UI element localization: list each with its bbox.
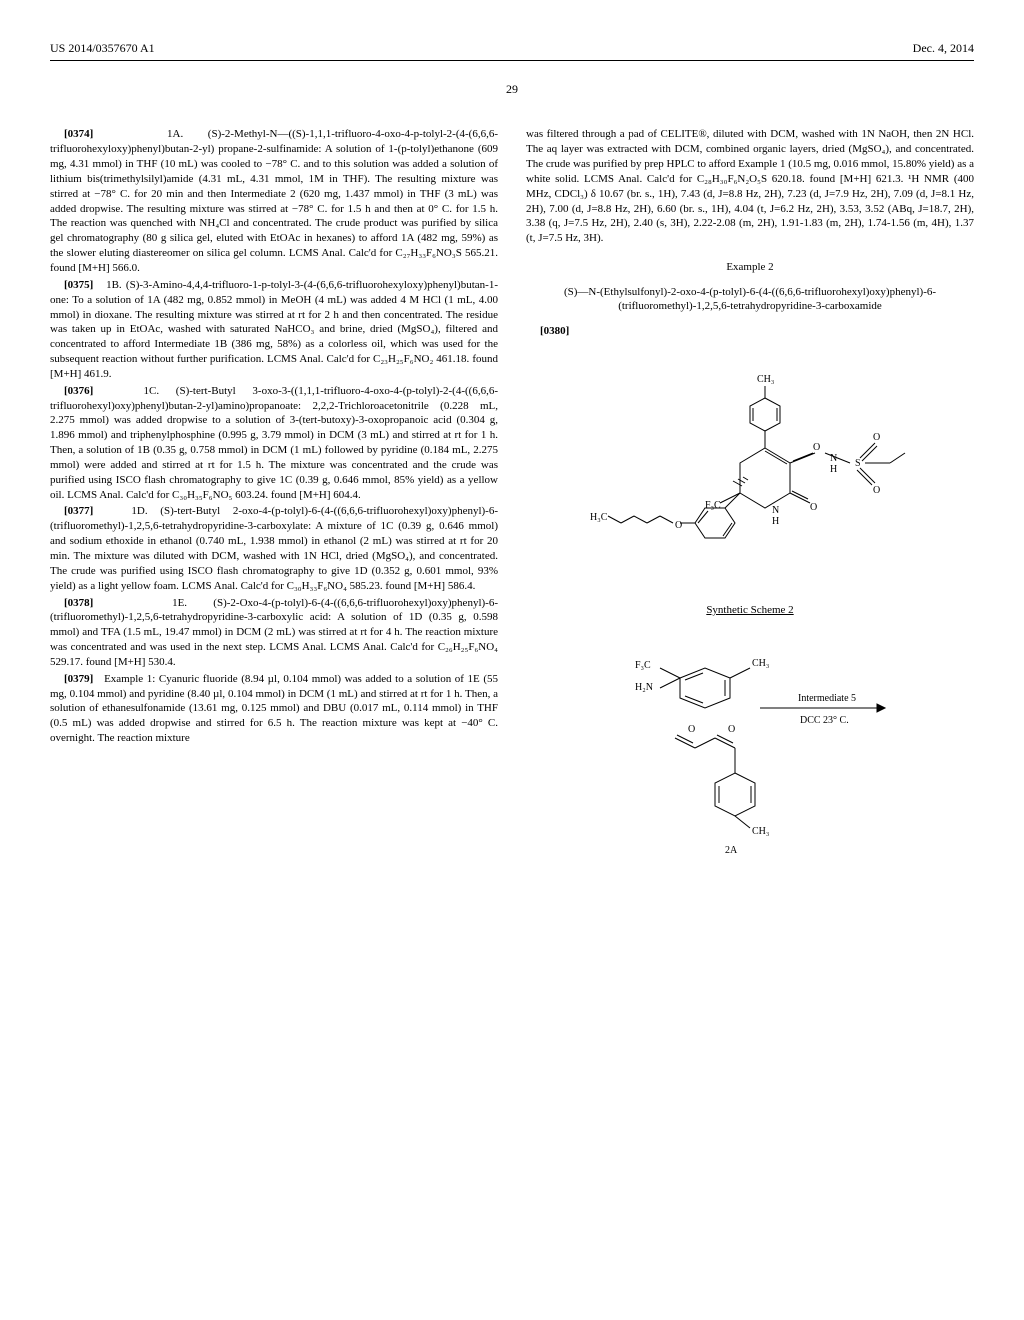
paragraph-0376: [0376] 1C. (S)-tert-Butyl 3-oxo-3-((1,1,…: [50, 384, 498, 503]
para-num-0379: [0379]: [64, 673, 93, 685]
page-number: 29: [50, 81, 974, 97]
lbl2-f3c: F₃C: [635, 660, 651, 671]
chemical-structure-2a: F₃C H₂N CH₃ O O CH₃ Intermediate 5 DCC 2…: [526, 628, 974, 863]
lbl-n2: N: [772, 505, 779, 516]
lbl-f3c1: F₃C: [705, 500, 721, 511]
lbl-o2: O: [873, 432, 880, 443]
lbl2-h2n: H₂N: [635, 682, 653, 693]
patent-date: Dec. 4, 2014: [913, 40, 974, 56]
example-2-title: Example 2: [526, 260, 974, 275]
lbl2-o2: O: [728, 724, 735, 735]
para-text-0378: 1E. (S)-2-Oxo-4-(p-tolyl)-6-(4-((6,6,6-t…: [50, 597, 498, 668]
left-column: [0374] 1A. (S)-2-Methyl-N—((S)-1,1,1-tri…: [50, 127, 498, 883]
continuation-text: was filtered through a pad of CELITE®, d…: [526, 127, 974, 246]
compound-2-name: (S)—N-(Ethylsulfonyl)-2-oxo-4-(p-tolyl)-…: [526, 285, 974, 314]
intermediate-5-label: Intermediate 5: [798, 693, 856, 704]
label-2a: 2A: [725, 845, 738, 856]
chemical-structure-1: CH₃ O O O S N H N H O F₃C H₃C O: [526, 348, 974, 583]
para-num-0376: [0376]: [64, 385, 93, 397]
lbl-ch3-top: CH₃: [757, 374, 774, 385]
para-text-0374: 1A. (S)-2-Methyl-N—((S)-1,1,1-trifluoro-…: [50, 128, 498, 274]
lbl-n1: N: [830, 453, 837, 464]
para-num-0378: [0378]: [64, 597, 93, 609]
paragraph-0377: [0377] 1D. (S)-tert-Butyl 2-oxo-4-(p-tol…: [50, 504, 498, 593]
lbl2-o1: O: [688, 724, 695, 735]
lbl-h2: H: [772, 516, 779, 527]
lbl2-ch3top: CH₃: [752, 658, 769, 669]
paragraph-0379: [0379] Example 1: Cyanuric fluoride (8.9…: [50, 672, 498, 746]
lbl-o4: O: [810, 502, 817, 513]
para-text-0376: 1C. (S)-tert-Butyl 3-oxo-3-((1,1,1-trifl…: [50, 385, 498, 501]
lbl2-ch3bot: CH₃: [752, 826, 769, 837]
paragraph-0378: [0378] 1E. (S)-2-Oxo-4-(p-tolyl)-6-(4-((…: [50, 596, 498, 670]
lbl-o5: O: [675, 520, 682, 531]
para-num-0377: [0377]: [64, 505, 93, 517]
para-text-0377: 1D. (S)-tert-Butyl 2-oxo-4-(p-tolyl)-6-(…: [50, 505, 498, 591]
para-num-0380: [0380]: [540, 325, 569, 337]
patent-number: US 2014/0357670 A1: [50, 40, 155, 56]
para-text-0375: 1B. (S)-3-Amino-4,4,4-trifluoro-1-p-toly…: [50, 279, 498, 380]
lbl-h3c: H₃C: [590, 512, 608, 523]
lbl-s: S: [855, 458, 861, 469]
paragraph-0380: [0380]: [526, 324, 974, 339]
para-num-0375: [0375]: [64, 279, 93, 291]
paragraph-0374: [0374] 1A. (S)-2-Methyl-N—((S)-1,1,1-tri…: [50, 127, 498, 275]
paragraph-0375: [0375] 1B. (S)-3-Amino-4,4,4-trifluoro-1…: [50, 278, 498, 382]
para-text-0379: Example 1: Cyanuric fluoride (8.94 µl, 0…: [50, 673, 498, 744]
right-column: was filtered through a pad of CELITE®, d…: [526, 127, 974, 883]
dcc-label: DCC 23° C.: [800, 715, 849, 726]
header-divider: [50, 60, 974, 61]
lbl-o3: O: [873, 485, 880, 496]
scheme-2-title: Synthetic Scheme 2: [526, 603, 974, 618]
para-num-0374: [0374]: [64, 128, 93, 140]
lbl-o1: O: [813, 442, 820, 453]
lbl-h1: H: [830, 464, 837, 475]
